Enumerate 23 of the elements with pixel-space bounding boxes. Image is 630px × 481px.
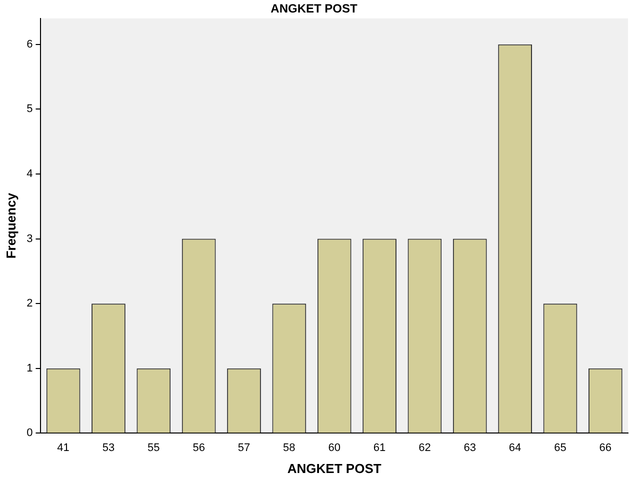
x-tick-label: 56 xyxy=(192,442,205,454)
x-tick-label: 41 xyxy=(57,442,70,454)
x-tick-label: 65 xyxy=(554,442,566,454)
x-tick-label: 66 xyxy=(599,442,612,454)
x-tick-label: 64 xyxy=(508,442,522,454)
x-tick-label: 58 xyxy=(283,442,296,454)
x-tick-label: 60 xyxy=(328,442,340,454)
x-tick-label: 53 xyxy=(102,442,115,454)
y-tick-label: 4 xyxy=(26,168,33,180)
y-tick-label: 0 xyxy=(26,427,33,440)
x-tick-label: 61 xyxy=(373,442,386,454)
x-tick-label: 57 xyxy=(238,442,250,454)
y-tick-label: 2 xyxy=(26,298,33,310)
y-tick-label: 6 xyxy=(26,38,33,50)
x-tick-label: 55 xyxy=(148,442,160,454)
x-tick-label: 63 xyxy=(464,442,476,454)
chart-title: ANGKET POST xyxy=(270,2,358,16)
y-tick-label: 5 xyxy=(26,103,33,116)
x-axis-title: ANGKET POST xyxy=(287,460,382,476)
y-axis-title: Frequency xyxy=(3,192,18,259)
y-tick-label: 1 xyxy=(26,362,33,374)
y-tick-label: 3 xyxy=(26,232,33,245)
x-tick-label: 62 xyxy=(418,442,431,454)
